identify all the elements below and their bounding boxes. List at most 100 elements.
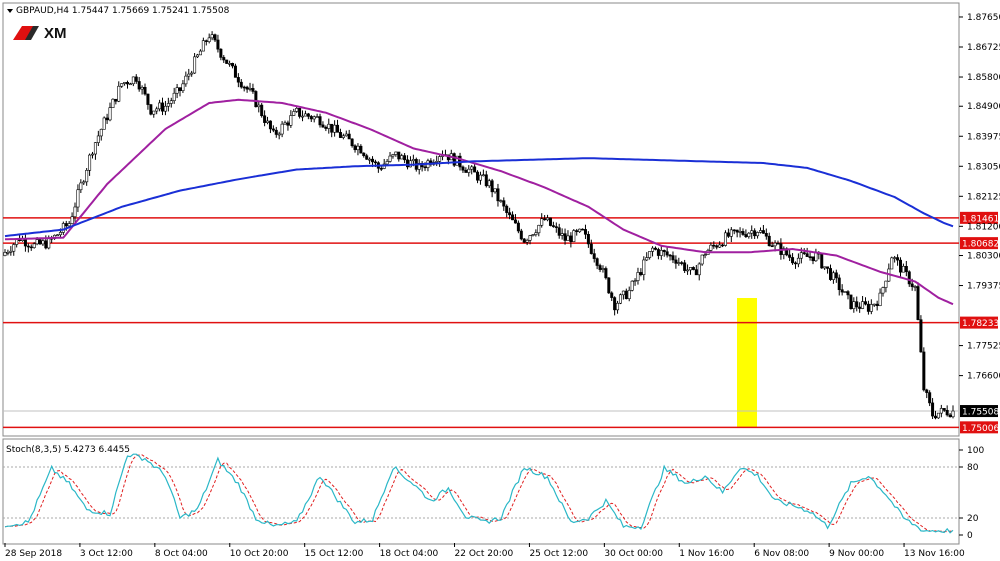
price-tick-label: 1.81200 [967, 222, 1000, 232]
candle [750, 230, 754, 234]
candle [662, 250, 666, 253]
candle [540, 218, 544, 226]
candle [566, 235, 570, 241]
candle [508, 212, 512, 216]
candle [417, 162, 421, 170]
candle [29, 246, 33, 249]
candle [522, 238, 526, 243]
candle [764, 233, 768, 237]
chart-title: GBPAUD,H4 1.75447 1.75669 1.75241 1.7550… [16, 6, 230, 16]
candle [274, 129, 278, 135]
candle [826, 266, 830, 269]
candle [770, 245, 774, 248]
candle [551, 225, 555, 227]
candle [338, 132, 342, 138]
candle [333, 124, 337, 133]
candle [884, 280, 888, 288]
stoch-tick-label: 20 [967, 514, 979, 524]
candle [292, 111, 296, 116]
candle [712, 244, 716, 247]
candle [858, 306, 862, 309]
candle [219, 48, 223, 58]
time-tick-label: 18 Oct 04:00 [380, 549, 439, 559]
candle [58, 232, 62, 236]
candle [146, 93, 150, 105]
stoch-tick-label: 100 [967, 446, 984, 456]
level-price-tag [960, 316, 998, 329]
candle [70, 216, 74, 224]
candle [117, 85, 121, 102]
candle [321, 124, 325, 128]
candle [863, 301, 867, 305]
candle [893, 257, 897, 259]
candle [697, 263, 701, 276]
candle [840, 289, 844, 293]
candle [925, 389, 929, 393]
candle [271, 128, 275, 131]
candle [525, 239, 529, 243]
candle [808, 256, 812, 258]
candle [849, 294, 853, 309]
candle [665, 251, 669, 256]
candle [901, 265, 905, 273]
stoch-panel-frame [2, 438, 960, 545]
candle [592, 253, 596, 259]
candle [861, 301, 865, 309]
candle [216, 39, 220, 50]
candle [793, 262, 797, 265]
candle [811, 256, 815, 262]
candle [610, 292, 614, 298]
level-price-label: 1.80682 [962, 240, 999, 250]
candle [365, 155, 369, 160]
candle [945, 409, 949, 416]
candle [881, 287, 885, 294]
candle [537, 224, 541, 234]
time-tick-label: 15 Oct 12:00 [305, 549, 364, 559]
level-price-label: 1.75006 [962, 424, 999, 434]
candle [204, 40, 208, 42]
price-tick-label: 1.76600 [967, 372, 1000, 382]
candle [942, 408, 946, 411]
candle [502, 200, 506, 207]
candle [280, 123, 284, 135]
candle [359, 145, 363, 154]
candle [315, 116, 319, 118]
candle [896, 257, 900, 261]
candle [511, 214, 515, 221]
candle [306, 113, 310, 117]
candle [837, 277, 841, 291]
candle [248, 88, 252, 90]
candle [639, 272, 643, 275]
candle [38, 239, 42, 245]
candle [680, 262, 684, 264]
time-tick-label: 1 Nov 16:00 [679, 549, 734, 559]
candle [12, 244, 16, 252]
candle [659, 250, 663, 256]
candle [683, 262, 687, 271]
candle [295, 108, 299, 112]
candle [700, 254, 704, 265]
candle [266, 120, 270, 123]
candle [268, 120, 272, 130]
candle [636, 272, 640, 281]
price-tick-label: 1.79375 [967, 282, 1000, 292]
candle [898, 259, 902, 273]
candle [648, 251, 652, 258]
candle [715, 245, 719, 248]
candle [356, 145, 360, 151]
candle [653, 247, 657, 250]
candle [108, 107, 112, 121]
candle [9, 250, 13, 253]
candle [438, 156, 442, 162]
candle [907, 271, 911, 285]
candle [782, 248, 786, 255]
candle [738, 231, 742, 233]
logo-text: XM [44, 25, 67, 42]
candle [607, 277, 611, 294]
candle [263, 115, 267, 123]
stoch-main-line [4, 453, 954, 534]
candle [922, 351, 926, 391]
candle [388, 155, 392, 162]
candle [796, 257, 800, 265]
